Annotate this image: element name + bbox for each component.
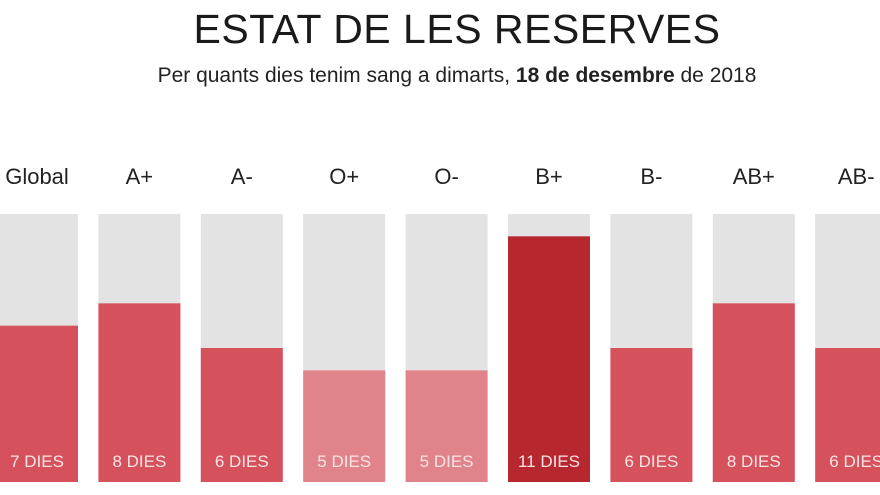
category-label: AB+ xyxy=(733,164,775,189)
category-label: A- xyxy=(231,164,253,189)
value-label: 5 DIES xyxy=(420,452,474,471)
bar xyxy=(815,348,880,482)
value-label: 6 DIES xyxy=(624,452,678,471)
subtitle-year: de 2018 xyxy=(674,64,757,87)
bar xyxy=(405,370,488,482)
bar xyxy=(303,370,386,482)
bar xyxy=(712,303,795,482)
value-label: 7 DIES xyxy=(10,452,64,471)
chart-subtitle: Per quants dies tenim sang a dimarts, 18… xyxy=(0,64,880,88)
category-label: O+ xyxy=(329,164,359,189)
bar xyxy=(0,325,78,482)
subtitle-date: 18 de desembre xyxy=(515,64,675,87)
value-label: 11 DIES xyxy=(518,452,580,471)
category-label: B- xyxy=(640,164,662,189)
value-label: 5 DIES xyxy=(317,452,371,471)
category-label: Global xyxy=(5,164,69,189)
bar xyxy=(508,236,590,482)
category-label: A+ xyxy=(126,164,154,189)
bar xyxy=(200,348,283,482)
category-label: O- xyxy=(434,164,458,189)
value-label: 8 DIES xyxy=(112,452,166,471)
bar xyxy=(610,348,693,482)
chart-title: ESTAT DE LES RESERVES xyxy=(193,6,721,52)
category-label: B+ xyxy=(535,164,563,189)
subtitle-text: Per quants dies tenim sang a dimarts, xyxy=(157,64,516,87)
value-label: 6 DIES xyxy=(829,452,880,471)
bar xyxy=(98,303,181,482)
value-label: 6 DIES xyxy=(215,452,269,471)
category-label: AB- xyxy=(838,164,875,189)
value-label: 8 DIES xyxy=(727,452,781,471)
